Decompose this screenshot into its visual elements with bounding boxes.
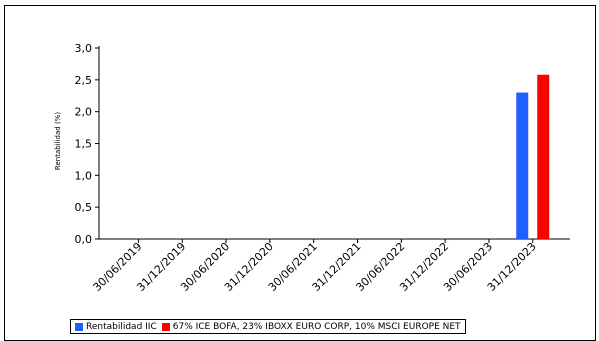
y-tick-label: 0,0 xyxy=(75,233,93,246)
y-tick-label: 1,5 xyxy=(75,138,93,151)
legend: Rentabilidad IIC 67% ICE BOFA, 23% IBOXX… xyxy=(70,319,466,334)
legend-item-series-1: Rentabilidad IIC xyxy=(75,322,157,332)
bar-series-1 xyxy=(516,92,529,239)
chart-frame xyxy=(4,5,596,341)
legend-item-series-2: 67% ICE BOFA, 23% IBOXX EURO CORP, 10% M… xyxy=(161,321,461,332)
legend-label-series-1: Rentabilidad IIC xyxy=(86,321,157,332)
legend-swatch-blue xyxy=(75,322,83,331)
y-axis-label: Rentabilidad (%) xyxy=(54,112,62,170)
y-axis: 0,0 0,5 1,0 1,5 2,0 2,5 3,0 xyxy=(75,42,100,246)
bar-series-2 xyxy=(537,74,550,240)
y-tick-label: 2,5 xyxy=(75,74,93,87)
legend-label-series-2: 67% ICE BOFA, 23% IBOXX EURO CORP, 10% M… xyxy=(172,321,461,332)
y-tick-label: 2,0 xyxy=(75,106,93,119)
y-tick-label: 1,0 xyxy=(75,169,93,182)
y-tick-label: 3,0 xyxy=(75,42,93,55)
legend-swatch-red xyxy=(161,322,170,331)
y-tick-label: 0,5 xyxy=(75,201,93,214)
x-axis: 30/06/201931/12/201930/06/202031/12/2020… xyxy=(91,238,570,294)
bars xyxy=(516,74,550,240)
